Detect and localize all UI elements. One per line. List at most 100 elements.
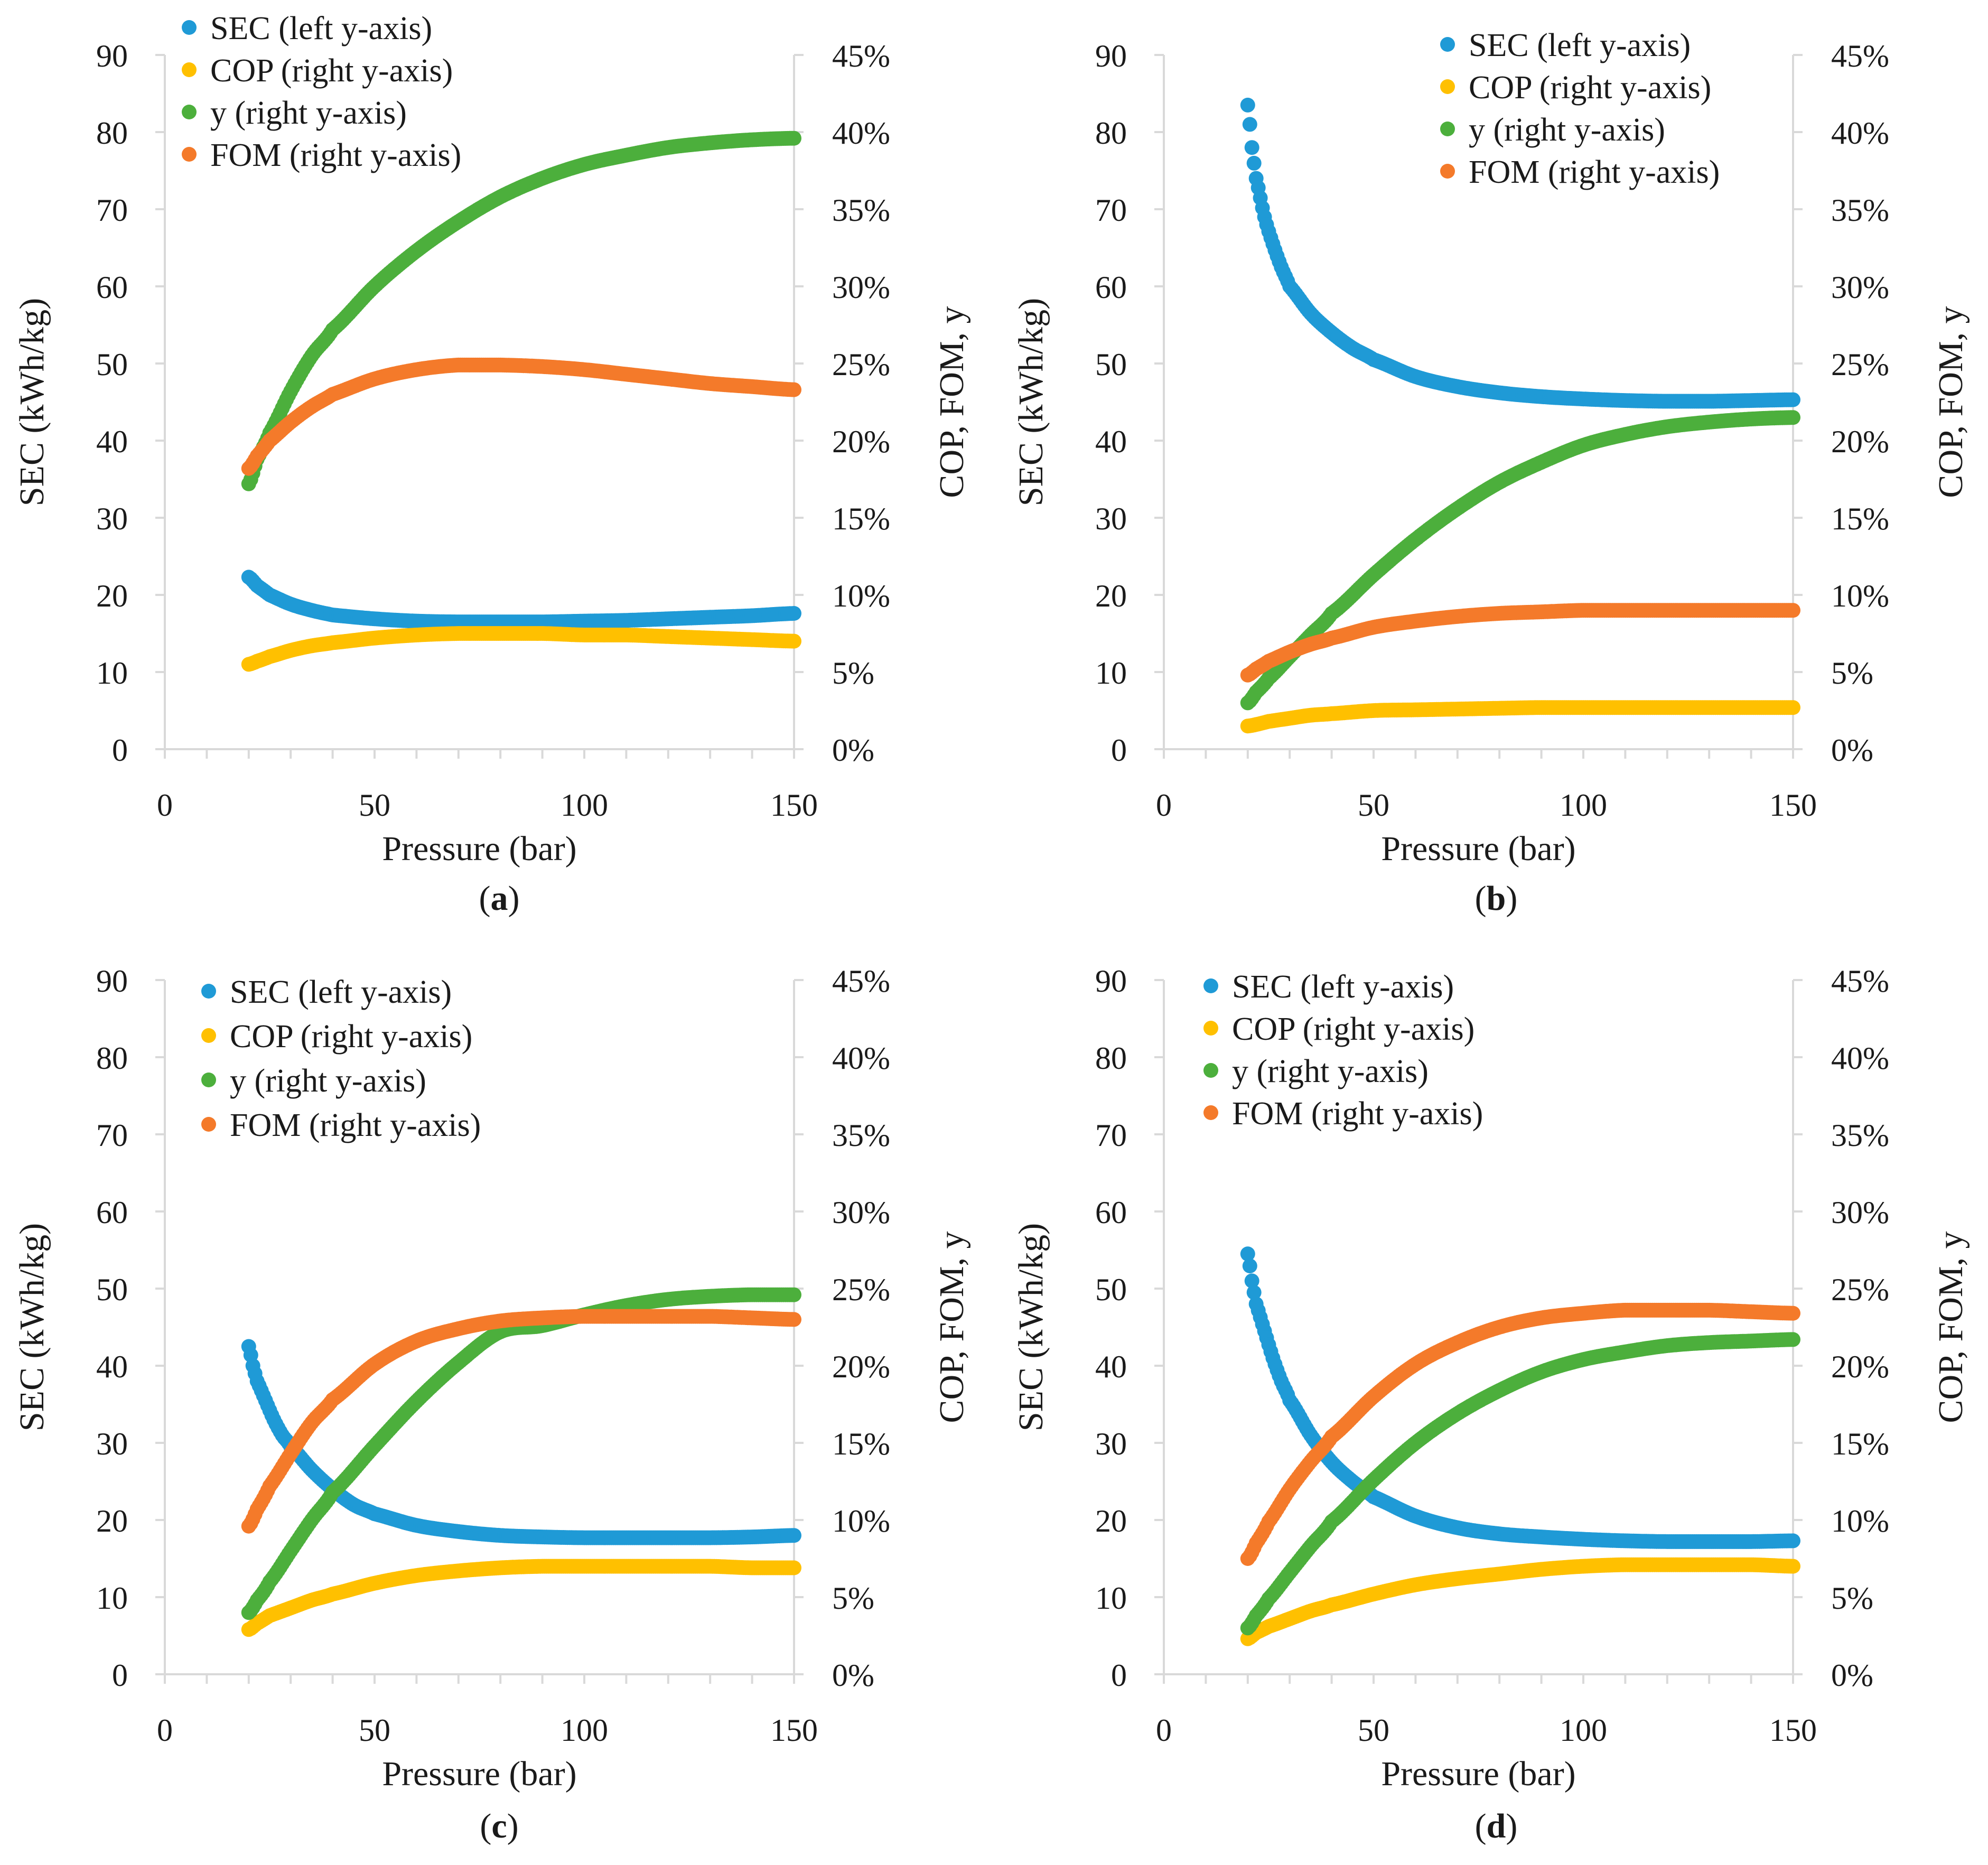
legend: SEC (left y-axis) COP (right y-axis) y (ri… [1203, 969, 1483, 1132]
y-tick-label-right: 30% [832, 1195, 890, 1230]
legend-entry-label: y (right y-axis) [1232, 1053, 1429, 1089]
y-tick-label-left: 20 [1095, 1504, 1127, 1538]
x-tick-label: 0 [1156, 1713, 1172, 1748]
y-tick-label-right: 45% [1831, 964, 1889, 999]
legend-entry-label: SEC (left y-axis) [1232, 969, 1454, 1005]
legend-marker [182, 20, 197, 35]
y-tick-label-left: 70 [96, 193, 128, 228]
y-tick-label-left: 80 [96, 1041, 128, 1076]
legend-entry-label: COP (right y-axis) [1469, 70, 1711, 106]
y-tick-label-left: 20 [1095, 579, 1127, 613]
y-tick-label-right: 35% [1831, 193, 1889, 228]
legend-marker [182, 105, 197, 119]
legend-marker [1440, 79, 1455, 94]
y-tick-label-right: 0% [832, 1658, 874, 1693]
legend-marker [182, 147, 197, 162]
y-tick-label-left: 90 [1095, 39, 1127, 73]
y-tick-label-left: 40 [96, 424, 128, 459]
series-sec-markers [1240, 97, 1800, 409]
y-tick-label-left: 10 [1095, 656, 1127, 691]
y-tick-label-right: 5% [832, 656, 874, 691]
data-point [787, 1560, 801, 1575]
y-tick-label-left: 80 [1095, 116, 1127, 151]
legend-entry-label: y (right y-axis) [230, 1063, 426, 1099]
data-point [1244, 1273, 1259, 1289]
panel-label: (c) [480, 1807, 518, 1845]
data-point [787, 1528, 801, 1543]
data-point [1244, 140, 1259, 155]
x-tick-label: 50 [359, 788, 390, 823]
x-tick-label: 50 [1358, 1713, 1389, 1748]
legend-entry-label: SEC (left y-axis) [1469, 27, 1691, 63]
series-y-markers [241, 130, 801, 491]
data-point [1786, 1332, 1800, 1347]
y-tick-label-right: 10% [832, 1504, 890, 1538]
y-axis-title-left: SEC (kWh/kg) [13, 298, 51, 506]
legend-entry-label: FOM (right y-axis) [210, 137, 461, 173]
y-tick-label-left: 60 [96, 1195, 128, 1230]
legend-marker [1203, 1105, 1218, 1120]
x-axis-title: Pressure (bar) [382, 1755, 576, 1793]
y-tick-label-left: 20 [96, 1504, 128, 1538]
panel-label: (b) [1475, 879, 1518, 918]
legend-marker [182, 62, 197, 77]
y-tick-label-left: 10 [96, 656, 128, 691]
y-tick-label-left: 80 [96, 116, 128, 151]
legend-marker [201, 1117, 216, 1132]
y-tick-label-left: 10 [96, 1581, 128, 1616]
x-tick-label: 0 [1156, 788, 1172, 823]
data-point [1786, 410, 1800, 425]
series-fom-markers [241, 357, 801, 476]
y-tick-label-right: 0% [1831, 1658, 1873, 1693]
legend-marker [1440, 164, 1455, 179]
y-tick-label-left: 30 [96, 1426, 128, 1461]
y-tick-label-right: 10% [1831, 579, 1889, 613]
data-point [787, 1312, 801, 1327]
y-tick-label-left: 20 [96, 579, 128, 613]
data-point [787, 1287, 801, 1302]
data-point [1240, 1246, 1255, 1262]
y-tick-label-right: 15% [832, 1426, 890, 1461]
legend-marker [1203, 978, 1218, 993]
data-point [1786, 392, 1800, 407]
y-tick-label-left: 80 [1095, 1041, 1127, 1076]
y-tick-label-right: 15% [1831, 501, 1889, 536]
y-tick-label-right: 5% [1831, 1581, 1873, 1616]
y-tick-label-left: 70 [1095, 1118, 1127, 1153]
data-point [1246, 1285, 1262, 1300]
data-point [1242, 117, 1257, 132]
chart-panel-a: 0 10 20 30 40 50 60 70 80 90 0% 5% 10% 15% 20% 25% 30% 35… [13, 11, 971, 918]
data-point [1786, 1533, 1800, 1549]
y-tick-label-right: 15% [832, 501, 890, 536]
data-point [1786, 1305, 1800, 1321]
series-sec-markers [241, 1339, 801, 1545]
legend-entry-label: FOM (right y-axis) [1232, 1096, 1483, 1132]
y-axis-title-right: COP, FOM, y [932, 306, 971, 498]
y-tick-label-left: 40 [1095, 424, 1127, 459]
y-tick-label-left: 0 [112, 733, 128, 768]
panel-label: (d) [1475, 1807, 1518, 1845]
x-axis-title: Pressure (bar) [382, 829, 576, 868]
series-y-markers [1240, 1332, 1800, 1636]
y-tick-label-right: 25% [1831, 347, 1889, 382]
y-tick-label-left: 60 [96, 270, 128, 305]
y-axis-title-right: COP, FOM, y [1931, 1231, 1970, 1423]
data-point [1242, 1258, 1257, 1274]
y-tick-label-right: 30% [832, 270, 890, 305]
y-tick-label-left: 90 [96, 964, 128, 999]
y-tick-label-left: 70 [1095, 193, 1127, 228]
legend: SEC (left y-axis) COP (right y-axis) y (ri… [201, 974, 481, 1143]
y-tick-label-left: 0 [1111, 733, 1127, 768]
series-fom-markers [1240, 1302, 1800, 1566]
y-tick-label-right: 0% [832, 733, 874, 768]
x-tick-label: 50 [359, 1713, 390, 1748]
chart-panel-d: 0 10 20 30 40 50 60 70 80 90 0% 5% 10% 15% 20% 25% 30% 35… [1012, 964, 1970, 1845]
legend-entry-label: SEC (left y-axis) [230, 974, 452, 1010]
y-tick-label-right: 20% [832, 424, 890, 459]
y-tick-label-right: 40% [832, 1041, 890, 1076]
x-tick-label: 100 [1560, 1713, 1607, 1748]
y-axis-title-left: SEC (kWh/kg) [1012, 1223, 1050, 1431]
series-sec-markers [241, 570, 801, 630]
x-tick-label: 0 [157, 788, 173, 823]
